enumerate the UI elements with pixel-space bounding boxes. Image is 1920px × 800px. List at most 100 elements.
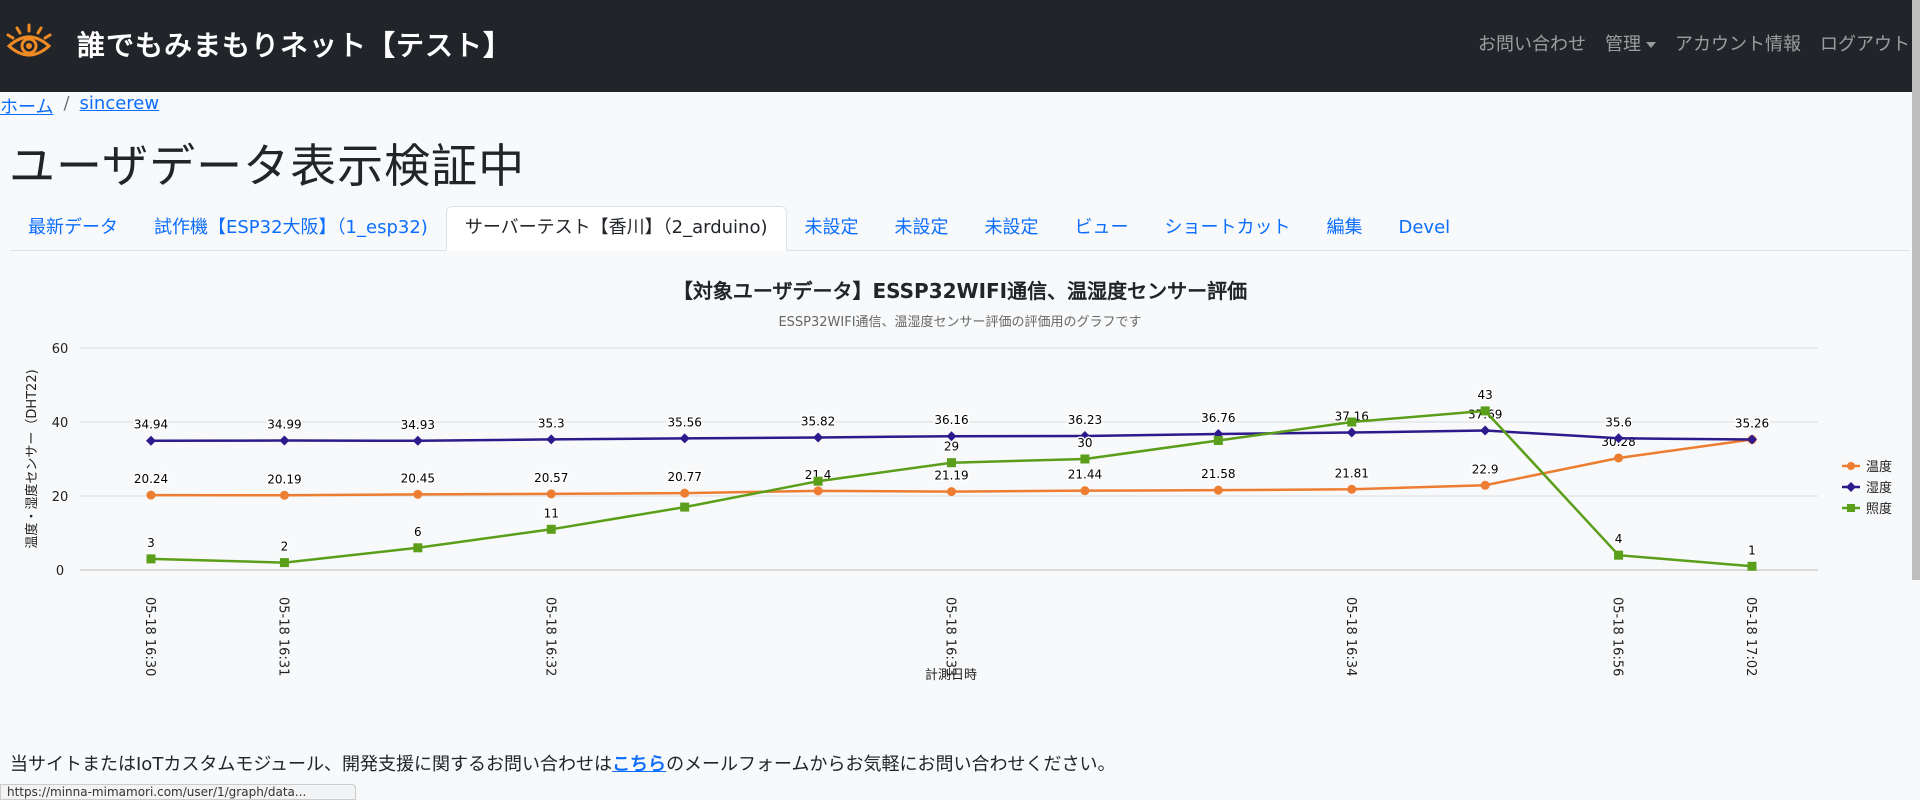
y-tick-label: 40 (52, 416, 69, 431)
data-point (1080, 454, 1090, 464)
y-tick-label: 20 (52, 490, 69, 505)
data-label: 21.58 (1201, 467, 1235, 481)
tab-edit[interactable]: 編集 (1326, 217, 1363, 238)
nav-account-link[interactable]: アカウント情報 (1675, 34, 1801, 55)
data-label: 36.16 (934, 413, 968, 427)
footer-text-after: のメールフォームからお気軽にお問い合わせください。 (666, 754, 1116, 775)
data-point (1614, 453, 1624, 463)
data-label: 43 (1478, 388, 1493, 402)
chart-canvas: 【対象ユーザデータ】ESSP32WIFI通信、温湿度センサー評価 ESSP32WI… (24, 279, 1892, 683)
data-point (279, 558, 289, 568)
data-label: 4 (1615, 532, 1623, 546)
tab-view[interactable]: ビュー (1074, 217, 1129, 238)
x-tick-label: 05-18 17:02 (1743, 597, 1758, 676)
data-label: 34.93 (401, 418, 435, 432)
data-label: 21.19 (934, 469, 968, 483)
data-point (1347, 417, 1357, 427)
data-point (1480, 480, 1490, 490)
data-point (813, 432, 824, 443)
data-label: 37.16 (1335, 410, 1369, 424)
page-title: ユーザデータ表示検証中 (9, 139, 526, 193)
legend-label: 湿度 (1866, 480, 1892, 496)
data-point (1346, 427, 1357, 438)
x-tick-label: 05-18 16:31 (275, 597, 290, 676)
nav-menu: お問い合わせ 管理 アカウント情報 ログアウト (1478, 30, 1910, 56)
tab-unset-2[interactable]: 未設定 (894, 217, 949, 238)
x-tick-label: 05-18 16:33 (943, 597, 958, 676)
data-point (146, 554, 156, 564)
data-label: 11 (544, 506, 559, 520)
data-label: 21.44 (1068, 468, 1102, 482)
top-navbar: 誰でもみまもりネット【テスト】 お問い合わせ 管理 アカウント情報 ログアウト (0, 0, 1920, 92)
data-label: 35.3 (538, 416, 565, 430)
data-label: 36.76 (1201, 411, 1235, 425)
data-point (1213, 485, 1223, 495)
data-label: 22.9 (1472, 462, 1499, 476)
legend-marker (1847, 462, 1855, 470)
data-label: 1 (1748, 543, 1756, 557)
footer-contact-text: 当サイトまたはIoTカスタムモジュール、開発支援に関するお問い合わせはこちらのメ… (10, 750, 1116, 776)
data-point (1347, 484, 1357, 494)
footer-contact-link[interactable]: こちら (612, 754, 667, 775)
data-point (279, 435, 290, 446)
breadcrumb: ホーム / sincerew (0, 93, 159, 119)
legend-label: 照度 (1866, 501, 1892, 517)
data-point (1614, 550, 1624, 560)
data-point (546, 434, 557, 445)
data-point (1613, 433, 1624, 444)
page-scrollbar[interactable] (1912, 0, 1920, 580)
data-label: 6 (414, 525, 422, 539)
data-point (1079, 430, 1090, 441)
tab-devel[interactable]: Devel (1398, 217, 1451, 238)
site-title[interactable]: 誰でもみまもりネット【テスト】 (77, 29, 513, 62)
data-point (279, 490, 289, 500)
data-label: 35.56 (667, 415, 701, 429)
data-point (813, 476, 823, 486)
data-point (1747, 561, 1757, 571)
breadcrumb-current-link[interactable]: sincerew (79, 93, 160, 114)
data-label: 20.77 (667, 470, 701, 484)
data-point (146, 435, 156, 446)
tab-shortcut[interactable]: ショートカット (1164, 217, 1291, 238)
tab-esp32-osaka[interactable]: 試作機【ESP32大阪】（1_esp32) (154, 217, 428, 238)
eye-logo-icon[interactable] (5, 22, 53, 70)
data-label: 20.19 (267, 472, 301, 486)
chart-subtitle: ESSP32WIFI通信、温湿度センサー評価の評価用のグラフです (778, 314, 1141, 330)
data-point (680, 488, 690, 498)
nav-contact-link[interactable]: お問い合わせ (1478, 34, 1586, 55)
data-point (813, 486, 823, 496)
x-tick-label: 05-18 16:34 (1343, 597, 1358, 676)
data-point (412, 435, 423, 446)
x-tick-label: 05-18 16:32 (542, 597, 557, 676)
x-axis-label: 計測日時 (925, 667, 977, 683)
data-label: 35.6 (1605, 415, 1632, 429)
nav-admin-dropdown[interactable]: 管理 (1605, 30, 1656, 56)
data-point (1213, 436, 1223, 445)
data-point (946, 431, 957, 442)
data-label: 35.82 (801, 414, 835, 428)
nav-logout-link[interactable]: ログアウト (1820, 34, 1910, 55)
x-tick-label: 05-18 16:30 (142, 597, 157, 676)
breadcrumb-home-link[interactable]: ホーム (0, 97, 54, 118)
y-tick-label: 0 (56, 564, 64, 579)
data-point (1480, 425, 1491, 436)
tab-unset-1[interactable]: 未設定 (804, 217, 859, 238)
sensor-chart: 【対象ユーザデータ】ESSP32WIFI通信、温湿度センサー評価 ESSP32WI… (0, 268, 1920, 688)
breadcrumb-separator: / (63, 93, 70, 114)
status-bar-url: https://minna-mimamori.com/user/1/graph/… (0, 784, 356, 800)
y-tick-label: 60 (52, 342, 69, 357)
tab-latest-data[interactable]: 最新データ (28, 217, 118, 238)
data-label: 20.57 (534, 471, 568, 485)
chart-title: 【対象ユーザデータ】ESSP32WIFI通信、温湿度センサー評価 (673, 279, 1247, 303)
data-point (413, 543, 423, 553)
legend-label: 温度 (1866, 459, 1892, 475)
data-label: 35.26 (1735, 417, 1769, 431)
tab-server-test-kagawa[interactable]: サーバーテスト【香川】（2_arduino) (445, 206, 787, 251)
data-label: 30 (1077, 436, 1092, 450)
tab-bar: 最新データ 試作機【ESP32大阪】（1_esp32) サーバーテスト【香川】（… (10, 206, 1910, 251)
data-point (546, 489, 556, 499)
data-label: 21.81 (1335, 466, 1369, 480)
data-label: 36.23 (1068, 413, 1102, 427)
data-point (680, 502, 690, 512)
tab-unset-3[interactable]: 未設定 (984, 217, 1039, 238)
